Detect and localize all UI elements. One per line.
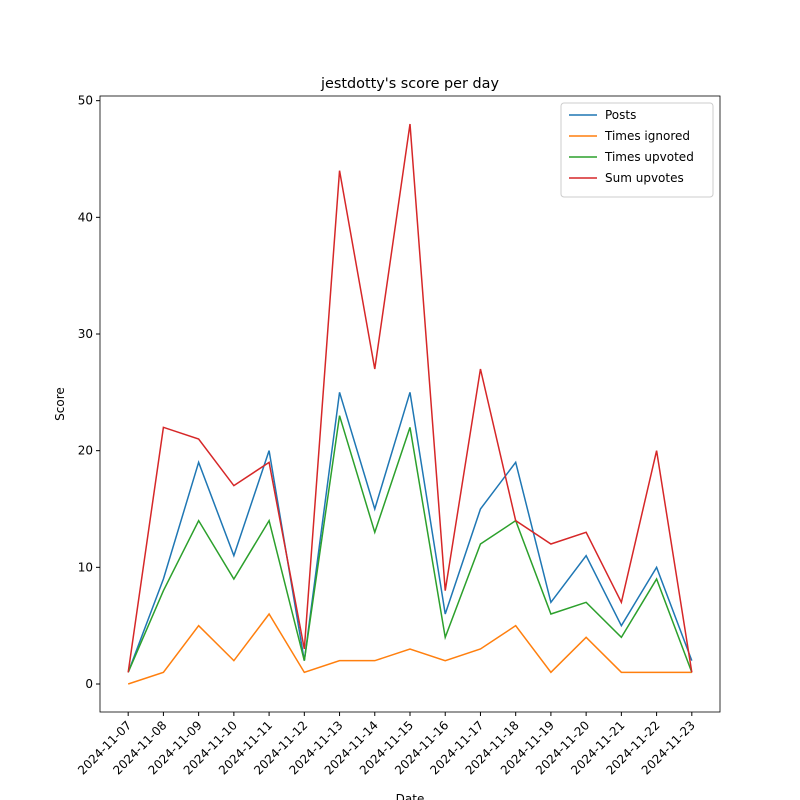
y-tick-label: 0 (85, 677, 93, 691)
y-tick-label: 50 (78, 94, 93, 108)
line-series (127, 612, 692, 685)
legend-label: Posts (605, 108, 636, 122)
y-tick-label: 40 (78, 210, 93, 224)
x-axis-label: Date (396, 792, 425, 800)
line-series (127, 392, 693, 673)
line-series (127, 123, 693, 673)
y-tick-label: 20 (78, 444, 93, 458)
legend-box (560, 102, 714, 198)
y-axis-label: Score (53, 387, 67, 421)
line-series (127, 415, 693, 673)
y-tick-label: 30 (78, 327, 93, 341)
y-tick-label: 10 (78, 560, 93, 574)
plot-frame (99, 95, 721, 713)
chart-title: jestdotty's score per day (320, 76, 499, 92)
legend-label: Times upvoted (604, 150, 694, 164)
legend-label: Times ignored (604, 129, 690, 143)
legend-label: Sum upvotes (605, 171, 684, 185)
